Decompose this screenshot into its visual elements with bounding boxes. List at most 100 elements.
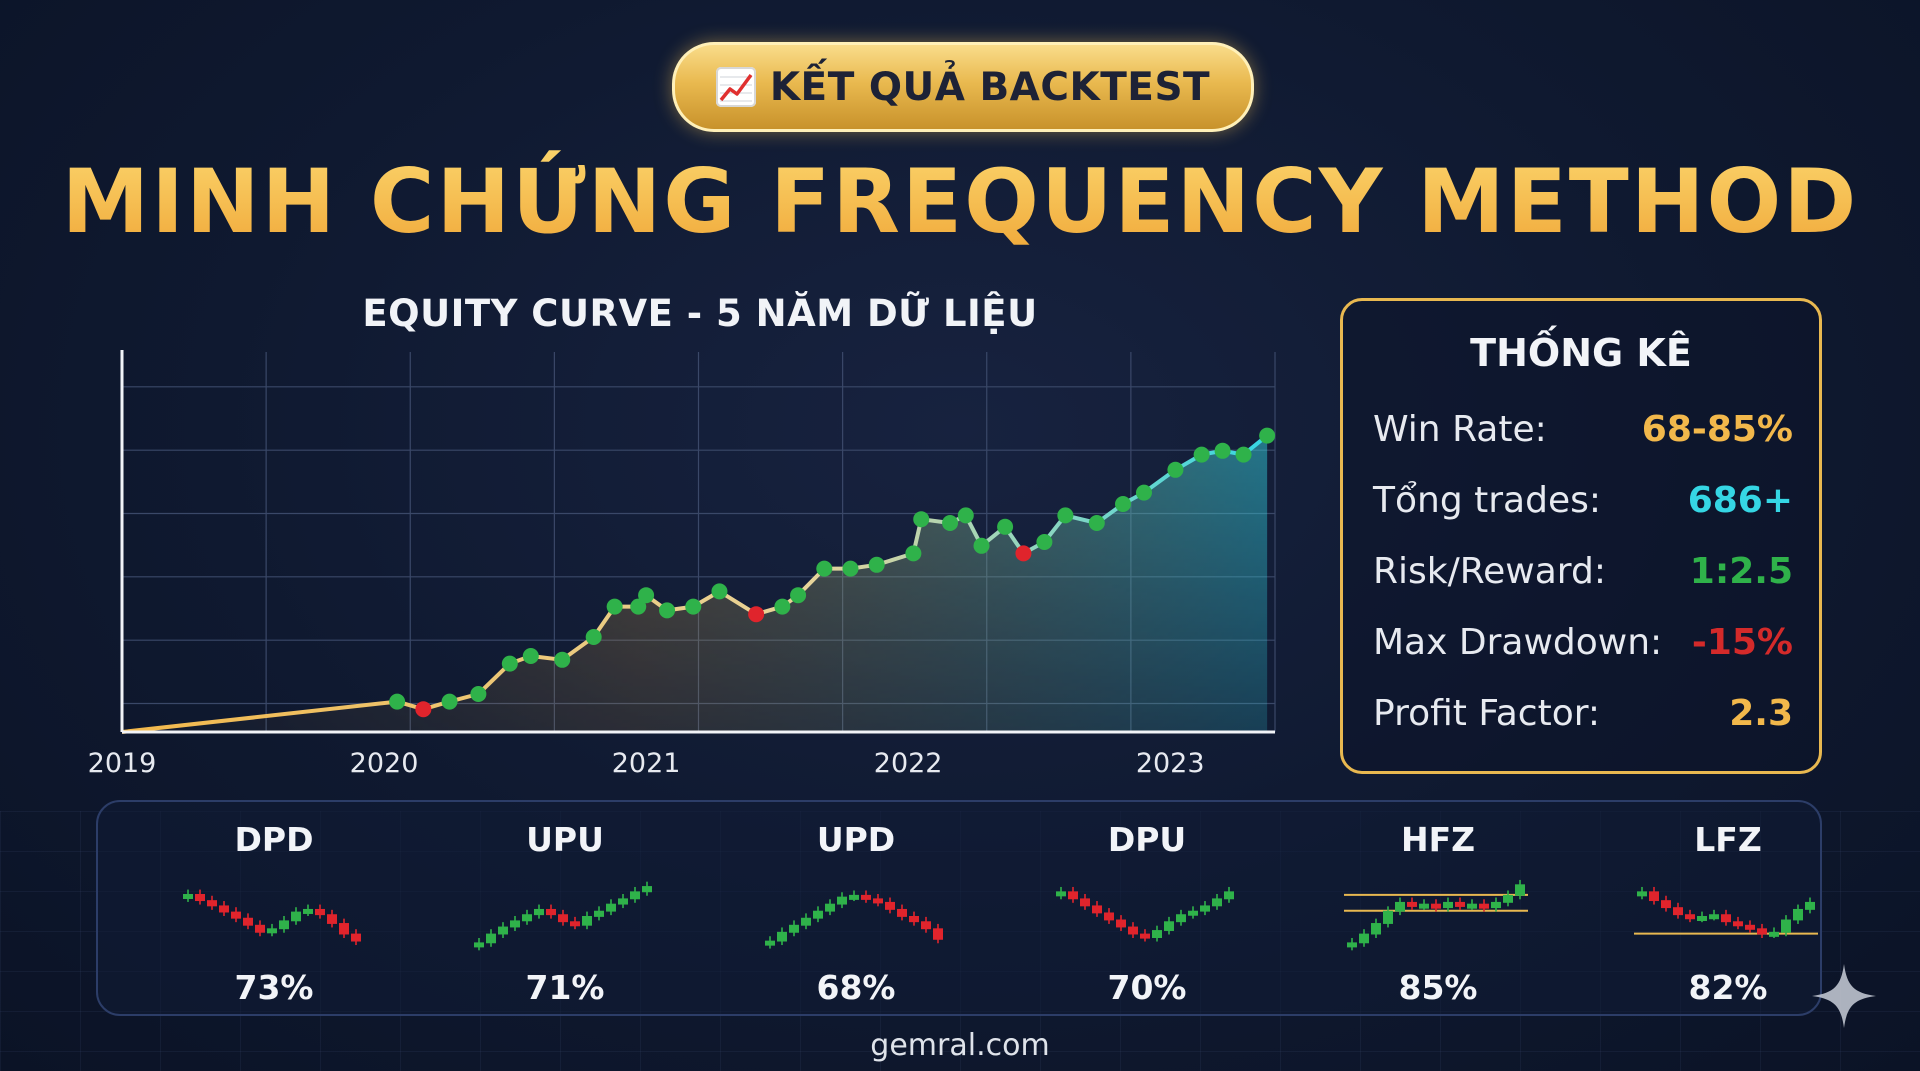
stat-value: 686+ [1687,479,1793,521]
win-trade-marker [630,598,647,615]
candle-body [921,921,931,930]
candle-body [789,924,799,933]
candle-body [1443,901,1453,909]
candle-body [1383,910,1393,924]
backtest-badge: KẾT QUẢ BACKTEST [672,42,1254,132]
candle-body [1212,898,1222,907]
candle-body [1745,924,1755,930]
candle-body [933,928,943,940]
win-trade-marker [957,507,974,524]
candle-body [606,903,616,912]
candle-body [1128,926,1138,935]
win-trade-marker [470,686,487,702]
candle-body [594,910,604,917]
candle-body [885,901,895,910]
candlestick-mini-chart [1344,879,1528,951]
candle-body [630,891,640,900]
win-trade-marker [659,602,676,619]
candle-body [1757,928,1767,935]
page-title: MINH CHỨNG FREQUENCY METHOD [0,150,1920,253]
win-trade-marker [913,511,930,528]
candle-body [1455,901,1465,907]
pattern-win-rate: 82% [1688,968,1768,1007]
candle-body [570,921,580,927]
candle-body [255,924,265,933]
stat-label: Win Rate: [1373,408,1547,450]
candle-body [909,916,919,923]
win-trade-marker [711,583,728,600]
pattern-win-rate: 70% [1107,968,1187,1007]
sparkle-icon [1812,964,1876,1028]
badge-label: KẾT QUẢ BACKTEST [769,64,1211,110]
pattern-card-upd: UPD 68% [726,802,986,1018]
candle-body [861,894,871,900]
candle-body [825,903,835,912]
candle-body [339,923,349,935]
candle-body [1733,921,1743,927]
candle-body [1152,930,1162,938]
candlestick-mini-chart [474,881,652,951]
win-trade-marker [942,515,959,531]
candle-body [1140,933,1150,939]
chart-title: EQUITY CURVE - 5 NĂM DỮ LIỆU [362,292,1038,335]
candle-body [1769,931,1779,937]
pattern-card-hfz: HFZ 85% [1308,802,1568,1018]
win-trade-marker [1135,484,1152,501]
stat-row-max-drawdown: Max Drawdown: -15% [1373,614,1793,670]
stat-label: Tổng trades: [1373,479,1601,521]
stat-label: Risk/Reward: [1373,550,1606,592]
pattern-win-rate: 85% [1398,968,1478,1007]
candle-body [897,908,907,917]
pattern-card-dpd: DPD 73% [144,802,404,1018]
pattern-win-rate: 71% [525,968,605,1007]
x-tick-label: 2021 [612,748,681,779]
candle-body [1188,910,1198,916]
candle-body [1721,914,1731,923]
win-trade-marker [685,598,702,615]
x-tick-label: 2023 [1136,748,1205,779]
stat-value: 68-85% [1641,408,1793,450]
candle-body [1467,903,1477,909]
footer-domain: gemral.com [870,1028,1050,1063]
candle-body [642,886,652,893]
candle-body [1637,891,1647,897]
candlestick-mini-chart [183,889,361,946]
candle-body [1200,905,1210,912]
candle-body [873,898,883,904]
stat-row-risk-reward: Risk/Reward: 1:2.5 [1373,543,1793,599]
candle-body [765,940,775,946]
candle-body [1793,908,1803,921]
stat-value: 1:2.5 [1689,550,1793,592]
candle-body [1503,894,1513,903]
candle-body [486,933,496,944]
candle-body [1359,933,1369,944]
stats-panel: THỐNG KÊ Win Rate: 68-85% Tổng trades: 6… [1340,298,1822,774]
win-trade-marker [816,560,833,577]
candle-body [801,917,811,926]
win-trade-marker [1214,442,1231,459]
win-trade-marker [1193,446,1210,463]
equity-area [122,435,1268,732]
candle-body [813,910,823,919]
stat-row-total-trades: Tổng trades: 686+ [1373,472,1793,528]
loss-trade-marker [415,701,432,718]
candle-body [1805,901,1815,910]
stat-value: 2.3 [1729,692,1793,734]
win-trade-marker [997,518,1014,535]
chart-increasing-icon [715,67,756,107]
win-trade-marker [1167,461,1184,478]
loss-trade-marker [748,606,765,623]
pattern-name: DPD [234,820,314,859]
candle-body [1056,891,1066,897]
candle-body [1709,914,1719,920]
candle-body [534,908,544,916]
win-trade-marker [1057,507,1074,524]
candle-body [1649,891,1659,902]
win-trade-marker [1115,496,1132,512]
candle-body [243,917,253,926]
candle-body [558,914,568,923]
candle-body [1479,903,1489,909]
candle-body [1661,900,1671,909]
win-trade-marker [790,587,807,604]
win-trade-marker [1088,515,1105,531]
